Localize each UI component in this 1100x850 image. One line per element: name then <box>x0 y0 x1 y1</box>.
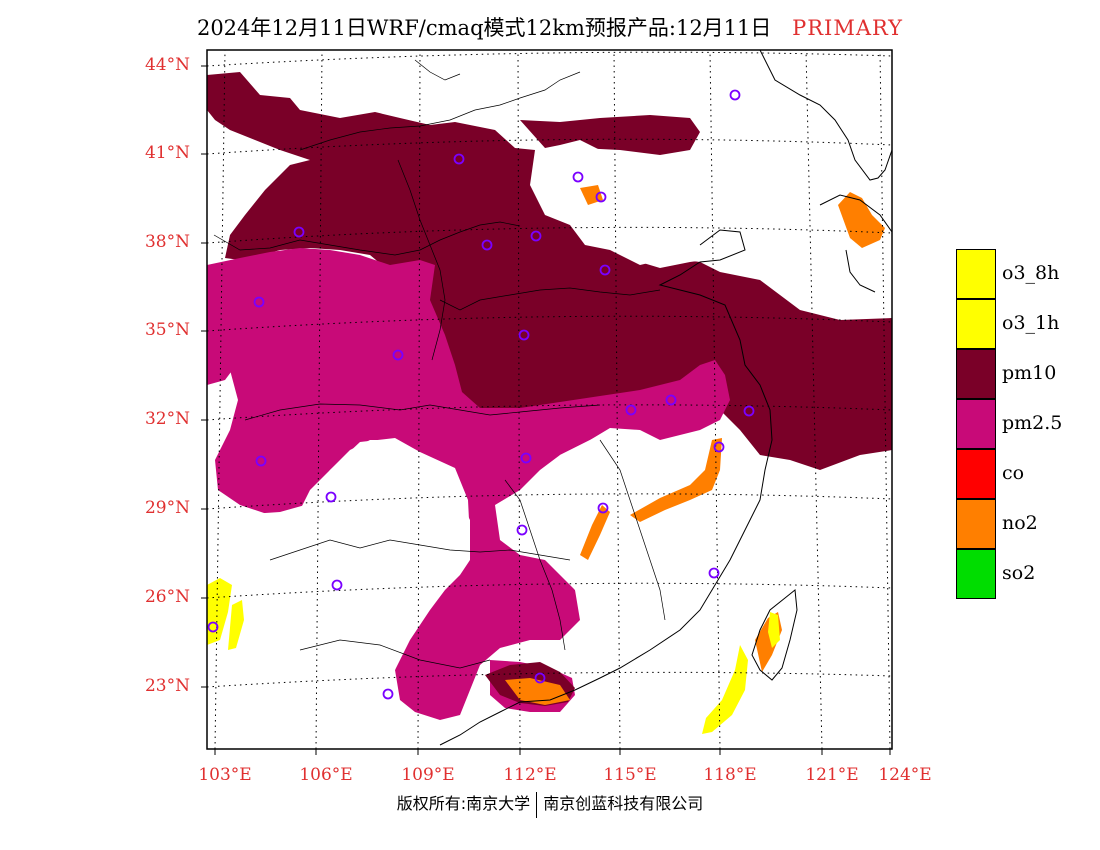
station-marker <box>331 579 343 591</box>
station-marker <box>325 491 337 503</box>
station-marker <box>708 567 720 579</box>
lon-label-109e: 109°E <box>401 765 455 785</box>
station-marker <box>207 621 219 633</box>
copyright-right: 南京创蓝科技有限公司 <box>543 794 704 813</box>
station-marker <box>253 296 265 308</box>
legend-swatch <box>956 349 996 399</box>
lon-label-103e: 103°E <box>198 765 252 785</box>
station-marker <box>743 405 755 417</box>
legend-label: o3_1h <box>1002 312 1060 334</box>
no2-streak-zhejiang <box>580 505 610 560</box>
o3-patch-taiwan <box>768 612 780 648</box>
station-marker <box>597 502 609 514</box>
station-markers <box>207 89 755 700</box>
station-marker <box>520 452 532 464</box>
o3-patch-west <box>207 578 232 645</box>
legend-swatch <box>956 249 996 299</box>
clear-patch-bohai <box>620 215 740 268</box>
graticule <box>207 50 892 749</box>
no2-streak-east <box>630 438 722 522</box>
station-marker <box>518 329 530 341</box>
title-text: 2024年12月11日WRF/cmaq模式12km预报产品:12月11日 <box>196 16 772 40</box>
station-marker <box>665 394 677 406</box>
station-marker <box>572 171 584 183</box>
station-marker <box>729 89 741 101</box>
lat-label-32n: 32°N <box>144 409 190 429</box>
station-marker <box>625 404 637 416</box>
legend-label: pm10 <box>1002 362 1057 384</box>
pm25-region-west <box>207 265 255 385</box>
station-marker <box>481 239 493 251</box>
station-marker <box>392 349 404 361</box>
lon-label-112e: 112°E <box>503 765 557 785</box>
o3-patch-west2 <box>228 600 244 650</box>
lon-label-124e: 124°E <box>878 765 932 785</box>
station-marker <box>453 153 465 165</box>
lat-label-23n: 23°N <box>144 676 190 696</box>
station-marker <box>713 441 725 453</box>
station-marker <box>516 524 528 536</box>
legend-label: pm2.5 <box>1002 412 1063 434</box>
lon-label-118e: 118°E <box>703 765 757 785</box>
o3-patch-sea <box>702 645 748 734</box>
copyright-left: 版权所有:南京大学 <box>396 794 531 813</box>
legend-label: o3_8h <box>1002 262 1060 284</box>
station-marker <box>534 672 546 684</box>
lon-label-121e: 121°E <box>805 765 859 785</box>
copyright-footer: 版权所有:南京大学 南京创蓝科技有限公司 <box>0 790 1100 818</box>
coastlines-borders <box>213 50 892 746</box>
legend-label: so2 <box>1002 562 1036 584</box>
station-marker <box>255 455 267 467</box>
footer-separator <box>536 791 538 818</box>
axis-ticks <box>201 65 891 755</box>
lat-label-44n: 44°N <box>144 55 190 75</box>
station-marker <box>595 191 607 203</box>
legend-swatch <box>956 399 996 449</box>
lat-label-35n: 35°N <box>144 320 190 340</box>
map-title: 2024年12月11日WRF/cmaq模式12km预报产品:12月11日 PRI… <box>0 12 1100 42</box>
lat-label-29n: 29°N <box>144 498 190 518</box>
station-marker <box>382 688 394 700</box>
pm25-region-core <box>207 248 730 720</box>
legend-label: co <box>1002 462 1025 484</box>
station-marker <box>293 226 305 238</box>
legend-swatch <box>956 549 996 599</box>
no2-patch-korea <box>838 192 885 248</box>
clear-patch-sichuan <box>215 438 470 670</box>
legend-swatch <box>956 299 996 349</box>
clear-patch-jiangxi <box>530 430 705 600</box>
lat-label-26n: 26°N <box>144 587 190 607</box>
primary-tag: PRIMARY <box>792 16 904 40</box>
station-marker <box>599 264 611 276</box>
lat-label-38n: 38°N <box>144 232 190 252</box>
legend-swatch <box>956 449 996 499</box>
station-marker <box>530 230 542 242</box>
map-frame <box>206 49 893 750</box>
lon-label-115e: 115°E <box>603 765 657 785</box>
legend-label: no2 <box>1002 512 1038 534</box>
lon-label-106e: 106°E <box>299 765 353 785</box>
lat-label-41n: 41°N <box>144 143 190 163</box>
legend-swatch <box>956 499 996 549</box>
map-plot-area <box>207 50 892 749</box>
